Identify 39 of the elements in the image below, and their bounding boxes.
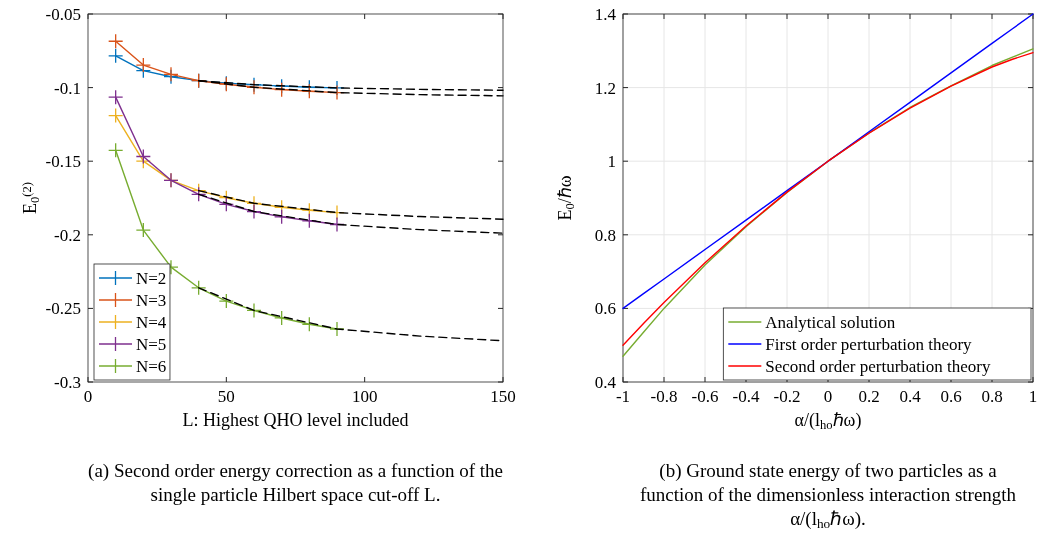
x-tick-label: -0.2 <box>773 387 801 406</box>
x-tick-label: 50 <box>217 387 235 406</box>
legend-label: First order perturbation theory <box>765 335 973 354</box>
x-tick-label: 0.8 <box>981 387 1003 406</box>
legend-label: N=2 <box>136 269 167 288</box>
text: (a) Second order energy correction as a function of the single particle Hilbert space cut-off L. <box>88 460 503 505</box>
y-tick-label: -0.05 <box>45 5 81 24</box>
y-tick-label: 0.4 <box>594 373 617 392</box>
x-tick-label: -0.4 <box>732 387 760 406</box>
x-axis-title: L: Highest QHO level included <box>182 410 409 430</box>
y-tick-label: 1.4 <box>594 5 617 24</box>
x-axis-title: α/(l$_{ho}$ℏω) <box>794 410 862 433</box>
x-tick-label: 0.2 <box>858 387 880 406</box>
y-tick-label: -0.25 <box>45 299 81 319</box>
y-tick-label: 0.6 <box>594 299 616 319</box>
y-tick-label: -0.15 <box>45 152 81 172</box>
legend-label: N=3 <box>136 291 167 310</box>
x-tick-label: 0.6 <box>940 387 962 406</box>
text: (b) Ground state energy of two particles as a function of the dimensionless interaction strength α/(l$_{ho}$ℏω). <box>639 460 1017 532</box>
x-tick-label: -0.8 <box>650 387 678 406</box>
y-tick-label: 0.8 <box>594 225 616 245</box>
y-tick-label: -0.3 <box>54 373 81 392</box>
legend-label: N=6 <box>136 357 167 376</box>
x-tick-label: 0.4 <box>899 387 922 406</box>
x-tick-label: 0 <box>823 387 833 406</box>
y-tick-label: -0.2 <box>54 225 81 245</box>
legend-label: Second order perturbation theory <box>765 357 991 376</box>
y-tick-label: -0.1 <box>54 78 81 98</box>
x-tick-label: 1 <box>1028 387 1038 406</box>
legend-label: N=5 <box>136 335 167 354</box>
x-tick-label: -1 <box>615 387 631 406</box>
x-tick-label: 100 <box>351 387 378 406</box>
y-tick-label: 1 <box>607 152 616 172</box>
x-tick-label: 150 <box>490 387 516 406</box>
legend-label: Analytical solution <box>765 313 896 332</box>
legend-label: N=4 <box>136 313 167 332</box>
y-tick-label: 1.2 <box>594 78 616 98</box>
x-tick-label: 0 <box>83 387 93 406</box>
x-tick-label: -0.6 <box>691 387 719 406</box>
